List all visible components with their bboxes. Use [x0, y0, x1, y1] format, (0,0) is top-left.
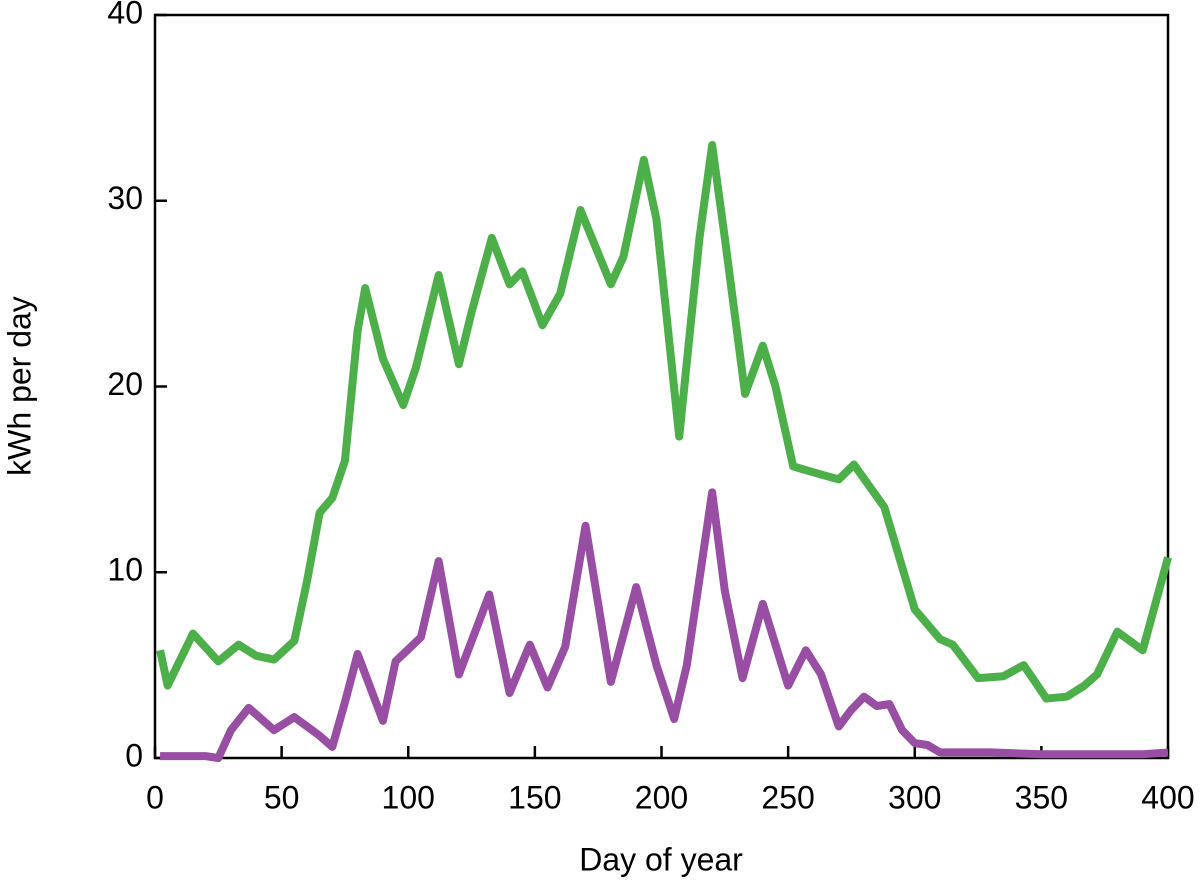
series-line [156, 141, 1172, 703]
y-tick-label: 20 [107, 366, 143, 402]
plot-frame [153, 13, 1170, 760]
y-tick-label: 30 [107, 180, 143, 216]
x-tick-label: 300 [888, 779, 941, 815]
x-tick-label: 200 [635, 779, 688, 815]
x-tick-label: 400 [1141, 779, 1194, 815]
series-line [160, 488, 1169, 762]
x-axis-label: Day of year [579, 841, 743, 877]
y-tick-label: 10 [107, 552, 143, 588]
x-tick-label: 50 [264, 779, 300, 815]
y-tick-label: 40 [107, 0, 143, 30]
x-tick-label: 150 [508, 779, 561, 815]
x-tick-label: 350 [1015, 779, 1068, 815]
x-tick-label: 100 [382, 779, 435, 815]
x-tick-label: 0 [146, 779, 164, 815]
y-tick-label: 0 [125, 737, 143, 773]
x-tick-label: 250 [761, 779, 814, 815]
y-axis-label: kWh per day [1, 296, 37, 476]
